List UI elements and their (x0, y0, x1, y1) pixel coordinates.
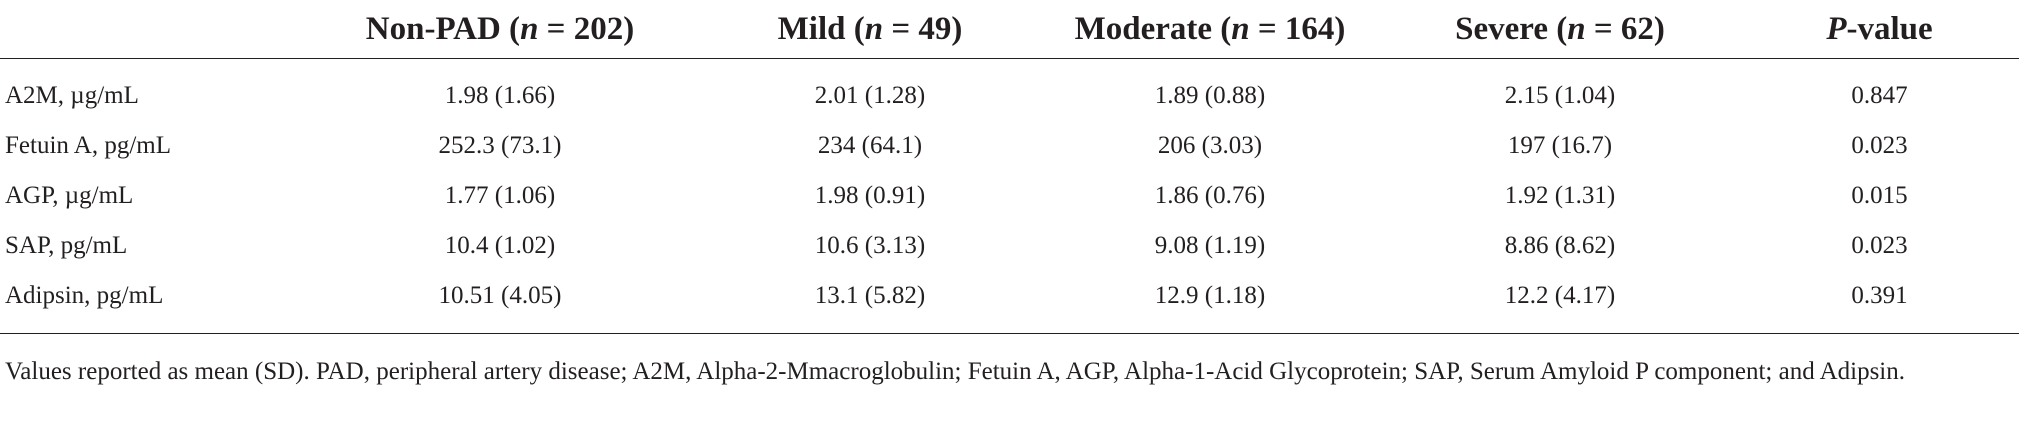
table-row: SAP, pg/mL 10.4 (1.02) 10.6 (3.13) 9.08 … (0, 221, 2019, 271)
table-cell: 252.3 (73.1) (438, 132, 562, 159)
table-cell: 0.023 (1851, 132, 1908, 159)
table-cell: 10.6 (3.13) (814, 232, 926, 259)
header-mild: Mild (n = 49) (700, 0, 1040, 59)
table-header: Non-PAD (n = 202) Mild (n = 49) Moderate… (0, 0, 2019, 59)
table-cell: 12.9 (1.18) (1040, 271, 1380, 334)
table-body: A2M, µg/mL 1.98 (1.66) 2.01 (1.28) 1.89 … (0, 59, 2019, 334)
table-cell: 206 (3.03) (1157, 132, 1263, 159)
table-row: AGP, µg/mL 1.77 (1.06) 1.98 (0.91) 1.86 … (0, 171, 2019, 221)
table-cell: 1.86 (0.76) (1154, 182, 1266, 209)
header-p-value: P-value (1740, 0, 2019, 59)
table-footnote: Values reported as mean (SD). PAD, perip… (5, 358, 1905, 385)
table-cell: 1.92 (1.31) (1504, 182, 1616, 209)
table-row: Fetuin A, pg/mL 252.3 (73.1) 234 (64.1) … (0, 121, 2019, 171)
table-cell: 12.2 (4.17) (1380, 271, 1740, 334)
table-cell: 9.08 (1.19) (1154, 232, 1266, 259)
table-cell: 234 (64.1) (817, 132, 923, 159)
table-cell: 10.51 (4.05) (300, 271, 700, 334)
table-row: A2M, µg/mL 1.98 (1.66) 2.01 (1.28) 1.89 … (0, 59, 2019, 122)
table-cell: 197 (16.7) (1507, 132, 1613, 159)
table-cell: 0.023 (1851, 232, 1908, 259)
data-table-container: Non-PAD (n = 202) Mild (n = 49) Moderate… (0, 0, 2019, 334)
row-label: AGP, µg/mL (5, 182, 134, 209)
row-label: Fetuin A, pg/mL (5, 132, 171, 159)
header-non-pad: Non-PAD (n = 202) (300, 0, 700, 59)
table-cell: 10.4 (1.02) (444, 232, 556, 259)
header-stub (0, 0, 300, 59)
header-moderate: Moderate (n = 164) (1040, 0, 1380, 59)
table-cell: 1.98 (0.91) (814, 182, 926, 209)
table-cell: 2.01 (1.28) (814, 82, 926, 109)
table-cell: 0.015 (1851, 182, 1908, 209)
header-row: Non-PAD (n = 202) Mild (n = 49) Moderate… (0, 0, 2019, 59)
table-cell: 8.86 (8.62) (1504, 232, 1616, 259)
table-row: Adipsin, pg/mL 10.51 (4.05) 13.1 (5.82) … (0, 271, 2019, 334)
table-cell: 2.15 (1.04) (1504, 82, 1616, 109)
row-label: Adipsin, pg/mL (0, 271, 300, 334)
table-cell: 0.391 (1740, 271, 2019, 334)
row-label: A2M, µg/mL (5, 82, 139, 109)
row-label: SAP, pg/mL (5, 232, 128, 259)
table-cell: 0.847 (1851, 82, 1908, 109)
table-cell: 13.1 (5.82) (700, 271, 1040, 334)
biomarker-table: Non-PAD (n = 202) Mild (n = 49) Moderate… (0, 0, 2019, 334)
table-cell: 1.77 (1.06) (444, 182, 556, 209)
table-cell: 1.98 (1.66) (444, 82, 556, 109)
header-severe: Severe (n = 62) (1380, 0, 1740, 59)
table-cell: 1.89 (0.88) (1154, 82, 1266, 109)
